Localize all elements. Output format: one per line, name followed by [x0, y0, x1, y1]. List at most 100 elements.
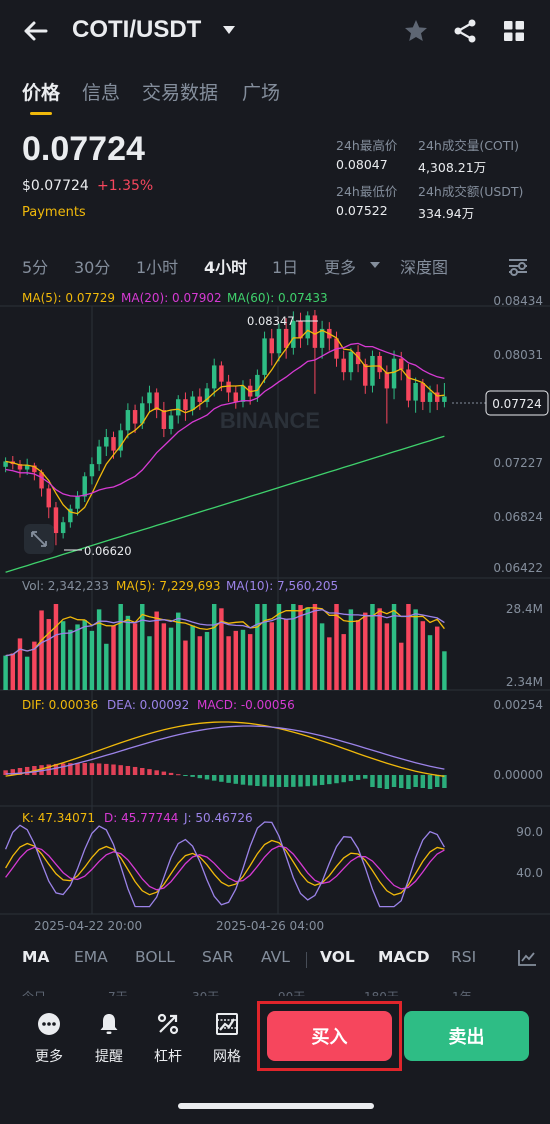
volume-bar	[305, 607, 310, 690]
chart-settings-icon[interactable]	[507, 256, 529, 276]
range-90d[interactable]: 90天	[278, 988, 305, 996]
macd-bar	[370, 775, 375, 787]
volume-bar	[334, 604, 339, 690]
range-today[interactable]: 今日	[22, 988, 46, 996]
macd-bar	[269, 775, 274, 787]
volume-bar	[154, 611, 159, 690]
volume-bar	[226, 636, 231, 690]
vol-usdt-label: 24h成交额(USDT)	[418, 184, 524, 199]
ind-sar[interactable]: SAR	[202, 948, 234, 966]
ind-boll[interactable]: BOLL	[135, 948, 175, 966]
ind-ema[interactable]: EMA	[74, 948, 108, 966]
dea-legend: DEA: 0.00092	[107, 698, 189, 712]
kline-chart[interactable]: BINANCE MA(5): 0.07729 MA(20): 0.07902 M…	[0, 284, 550, 934]
range-1y[interactable]: 1年	[452, 988, 472, 996]
watermark: BINANCE	[220, 408, 320, 433]
candle	[140, 403, 145, 424]
margin-action[interactable]: 杠杆	[143, 1012, 193, 1066]
macd-bar	[355, 775, 361, 780]
alert-action[interactable]: 提醒	[84, 1012, 134, 1066]
sell-button[interactable]: 卖出	[404, 1011, 529, 1061]
tab-bar: 价格 信息 交易数据 广场	[0, 74, 550, 116]
candle	[363, 364, 368, 386]
tab-square[interactable]: 广场	[242, 82, 281, 104]
candle	[168, 415, 174, 429]
macd-bar	[197, 775, 203, 779]
volume-bar	[413, 609, 418, 690]
volume-bar	[219, 608, 224, 690]
volume-bar	[96, 609, 102, 690]
candle	[111, 437, 116, 451]
share-icon[interactable]	[452, 18, 478, 44]
volume-bar	[68, 629, 73, 690]
candle	[118, 430, 123, 451]
expand-icon[interactable]	[31, 531, 47, 547]
candle	[291, 320, 296, 348]
candle	[46, 488, 51, 508]
range-30d[interactable]: 30天	[192, 988, 219, 996]
period-4h[interactable]: 4小时	[204, 258, 248, 277]
range-180d[interactable]: 180天	[364, 988, 399, 996]
ind-vol[interactable]: VOL	[320, 948, 355, 966]
candle	[190, 396, 195, 411]
candle	[312, 315, 318, 348]
tab-trading-data[interactable]: 交易数据	[142, 82, 219, 104]
grid-icon[interactable]	[503, 20, 525, 42]
period-1d[interactable]: 1日	[272, 258, 299, 277]
macd-bar	[125, 766, 131, 775]
volume-bar	[255, 604, 260, 690]
k-legend: K: 47.34071	[22, 811, 95, 825]
more-caret-icon[interactable]	[369, 260, 381, 270]
caret-down-icon[interactable]	[222, 24, 236, 36]
home-indicator[interactable]	[178, 1103, 374, 1109]
low-marker: 0.06620	[84, 544, 132, 558]
indicator-settings-icon[interactable]	[517, 949, 537, 967]
volume-bar	[406, 604, 411, 690]
range-7d[interactable]: 7天	[108, 988, 128, 996]
volume-bar	[211, 604, 217, 690]
macd-bar	[3, 770, 8, 775]
ind-avl[interactable]: AVL	[261, 948, 290, 966]
ind-macd[interactable]: MACD	[378, 948, 430, 966]
star-icon[interactable]	[403, 18, 429, 44]
more-dots-icon	[38, 1013, 60, 1035]
candle	[413, 383, 418, 401]
tab-underline	[30, 112, 52, 115]
date-label-2: 2025-04-26 04:00	[216, 919, 324, 933]
macd-bar	[363, 775, 368, 779]
candle	[125, 410, 131, 431]
volume-bar	[190, 625, 195, 690]
back-arrow-icon[interactable]	[20, 16, 50, 46]
volume-bar	[283, 619, 289, 690]
volume-bar	[434, 626, 440, 690]
candle	[298, 320, 303, 339]
pair-title[interactable]: COTI/USDT	[72, 16, 202, 43]
price-axis-3: 0.07227	[493, 456, 543, 470]
volume-bar	[82, 620, 87, 690]
period-30m[interactable]: 30分	[74, 258, 111, 277]
ind-rsi[interactable]: RSI	[451, 948, 477, 966]
tab-info[interactable]: 信息	[82, 82, 121, 104]
macd-bar	[413, 775, 418, 787]
more-action[interactable]: 更多	[24, 1012, 74, 1066]
vol-coin-label: 24h成交量(COTI)	[418, 138, 519, 153]
last-price: 0.07724	[22, 130, 145, 168]
candle	[82, 476, 87, 497]
volume-bar	[125, 615, 131, 690]
k-line	[5, 839, 445, 896]
grid-label: 网格	[213, 1049, 241, 1065]
candle	[68, 508, 73, 523]
tab-price[interactable]: 价格	[22, 82, 61, 104]
ind-ma[interactable]: MA	[22, 948, 50, 966]
period-more[interactable]: 更多	[324, 258, 357, 277]
period-5m[interactable]: 5分	[22, 258, 49, 277]
volume-bar	[233, 630, 239, 690]
category-tag[interactable]: Payments	[22, 205, 86, 220]
macd-bar	[247, 775, 253, 786]
macd-bar	[89, 763, 95, 775]
period-1h[interactable]: 1小时	[136, 258, 179, 277]
grid-action[interactable]: 网格	[202, 1012, 252, 1066]
volume-bar	[140, 604, 145, 690]
buy-button[interactable]: 买入	[267, 1011, 392, 1061]
period-depth[interactable]: 深度图	[400, 258, 449, 277]
